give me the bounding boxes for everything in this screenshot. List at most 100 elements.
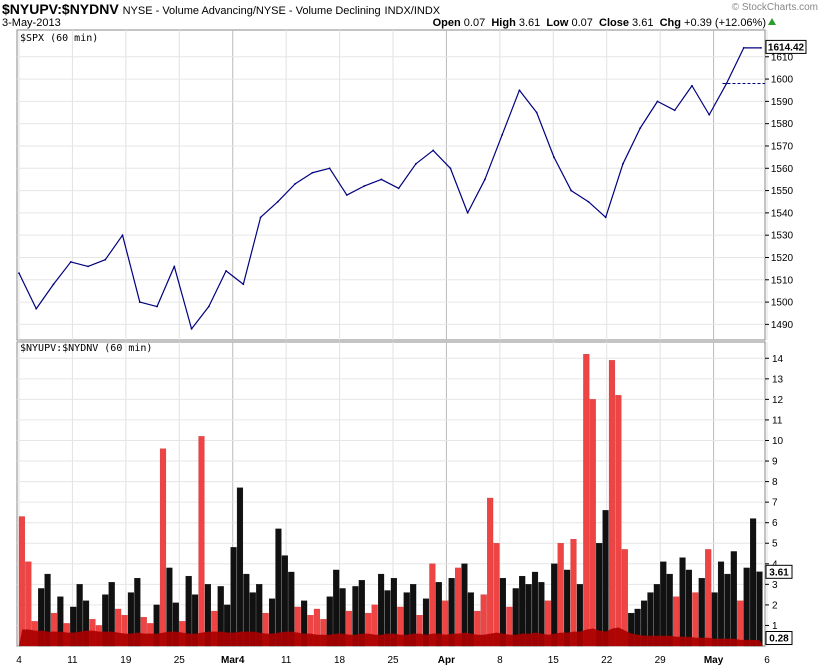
spx-price-point: [35, 307, 38, 310]
spx-price-point: [190, 327, 193, 330]
ratio-y-tick-label: 9: [772, 457, 778, 468]
ratio-bar: [198, 436, 205, 647]
chart-date: 3-May-2013: [2, 17, 61, 29]
ratio-bar: [487, 497, 494, 647]
spx-price-point: [622, 162, 624, 165]
spx-price-point: [156, 305, 158, 308]
ratio-bar: [666, 573, 673, 647]
close-value: 3.61: [632, 17, 654, 29]
spx-price-point: [242, 283, 245, 286]
spx-price-point: [725, 82, 728, 85]
price-panel-label: $SPX (60 min): [20, 33, 98, 44]
spx-price-point: [259, 216, 262, 219]
symbol: $NYUPV:$NYDNV: [2, 1, 119, 17]
spx-price-point: [363, 185, 366, 188]
ratio-bar: [589, 399, 596, 647]
spx-price-point: [760, 46, 762, 49]
spx-price-point: [345, 194, 348, 196]
ratio-last-value-box: [765, 564, 793, 579]
spx-price-point: [587, 200, 590, 203]
price-y-tick-label: 1520: [771, 253, 794, 264]
symbol-description: NYSE - Volume Advancing/NYSE - Volume De…: [122, 5, 381, 17]
ratio-bar: [750, 518, 757, 647]
chg-label: Chg: [659, 17, 681, 29]
ratio-bar: [608, 360, 616, 647]
ratio-bar: [711, 592, 718, 647]
x-tick-label: 22: [601, 655, 613, 666]
x-tick-label: 11: [67, 655, 78, 666]
price-y-tick-label: 1610: [771, 52, 794, 63]
spx-price-point: [294, 182, 296, 185]
spx-price-point: [466, 211, 469, 214]
spx-price-point: [173, 265, 176, 268]
spx-price-point: [501, 133, 504, 136]
price-y-tick-label: 1510: [771, 275, 794, 286]
price-y-tick-label: 1560: [771, 164, 794, 175]
ratio-y-tick-label: 4: [772, 559, 778, 570]
ratio-y-tick-label: 12: [772, 395, 784, 406]
x-tick-label: 8: [497, 655, 503, 666]
ratio-bar: [275, 528, 282, 647]
ratio-bar: [583, 354, 590, 647]
spx-price-point: [604, 216, 607, 219]
ratio-bar: [18, 516, 25, 647]
x-tick-label: 19: [120, 655, 132, 666]
price-y-tick-label: 1570: [771, 141, 794, 152]
spx-price-point: [225, 269, 227, 272]
spx-price-point: [87, 265, 89, 268]
high-label: High: [491, 17, 516, 29]
price-y-tick-label: 1540: [771, 208, 794, 219]
ratio-y-tick-label: 6: [772, 518, 778, 529]
ratio-bar: [756, 571, 763, 647]
price-y-tick-label: 1500: [771, 298, 794, 309]
ratio-bar: [615, 395, 622, 647]
ratio-panel-label: $NYUPV:$NYDNV (60 min): [20, 343, 152, 354]
price-y-tick-label: 1590: [771, 97, 794, 108]
ratio-bar: [679, 557, 686, 647]
ratio-y-tick-label: 8: [772, 477, 778, 488]
ratio-bar: [602, 510, 609, 647]
spx-price-point: [639, 127, 642, 130]
ratio-y-tick-label: 2: [772, 600, 778, 611]
x-tick-label: Mar4: [221, 655, 245, 666]
ratio-bar: [698, 578, 705, 647]
ratio-moving-average-area: [19, 627, 763, 646]
ratio-bar: [493, 543, 500, 647]
spx-price-point: [18, 272, 20, 274]
x-tick-label: May: [704, 655, 724, 666]
ratio-last-value: 3.61: [769, 567, 789, 578]
ratio-bar: [730, 551, 737, 647]
spx-price-point: [311, 171, 314, 174]
ratio-bar: [557, 543, 564, 647]
ratio-bar: [660, 561, 667, 647]
high-value: 3.61: [518, 17, 541, 29]
price-y-tick-label: 1490: [771, 320, 794, 331]
spx-price-point: [104, 258, 107, 261]
ma-last-value-box: [765, 631, 793, 645]
ratio-y-tick-label: 5: [772, 539, 778, 550]
ratio-y-tick-label: 1: [772, 621, 778, 632]
spx-price-point: [449, 167, 452, 170]
low-label: Low: [546, 17, 569, 29]
x-tick-label: 29: [655, 655, 667, 666]
up-arrow-icon: [768, 18, 776, 25]
spx-price-point: [276, 200, 279, 203]
ma-last-value: 0.28: [769, 634, 789, 645]
x-tick-label: Apr: [438, 655, 455, 666]
price-last-value-box: [765, 39, 807, 54]
open-value: 0.07: [463, 17, 486, 29]
spx-price-point: [328, 167, 331, 170]
ratio-y-tick-label: 7: [772, 498, 778, 509]
x-tick-label: 11: [281, 655, 292, 666]
ratio-bar: [743, 567, 750, 647]
spx-price-line: [18, 47, 761, 330]
x-tick-label: 18: [334, 655, 346, 666]
ratio-bar: [705, 549, 712, 647]
spx-price-point: [708, 113, 711, 116]
low-value: 0.07: [571, 17, 593, 29]
price-panel-frame: [16, 29, 766, 341]
price-y-tick-label: 1580: [771, 119, 794, 130]
chg-value: +0.39 (+12.06%): [684, 17, 766, 29]
exchange: INDX/INDX: [384, 5, 441, 17]
